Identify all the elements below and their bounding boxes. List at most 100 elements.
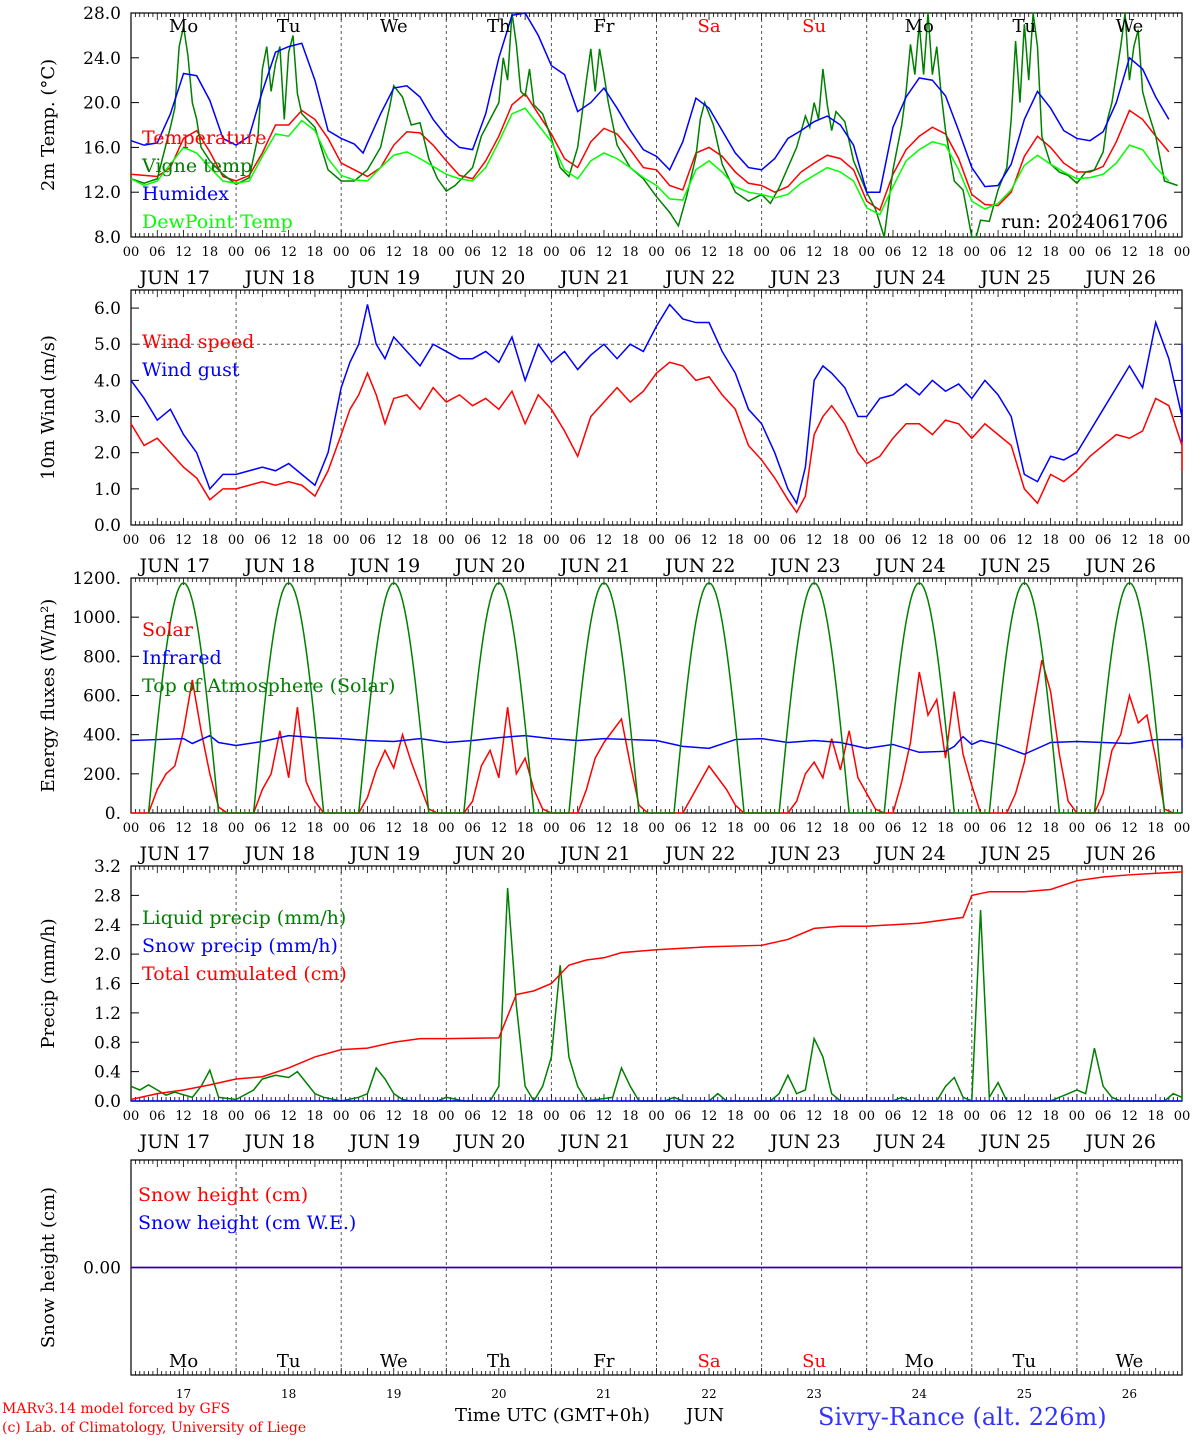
y-tick-label: 28.0 — [83, 4, 121, 24]
hour-label: 18 — [622, 1109, 639, 1124]
hour-label: 00 — [438, 1109, 455, 1124]
hour-label: 12 — [280, 533, 297, 548]
hour-label: 00 — [1069, 1109, 1086, 1124]
credit-line-2: (c) Lab. of Climatology, University of L… — [2, 1420, 307, 1436]
hour-label: 00 — [438, 533, 455, 548]
date-label: JUN 24 — [873, 555, 945, 577]
hour-label: 18 — [307, 245, 324, 260]
y-tick-label: 0.00 — [83, 1259, 121, 1279]
date-label: JUN 17 — [138, 555, 210, 577]
y-tick-label: 1.6 — [94, 975, 121, 995]
hour-label: 18 — [412, 821, 429, 836]
hour-label: 12 — [806, 245, 823, 260]
day-number: 22 — [701, 1387, 716, 1401]
hour-label: 00 — [648, 821, 665, 836]
hour-label: 00 — [543, 1109, 560, 1124]
hour-label: 18 — [517, 533, 534, 548]
hour-label: 18 — [307, 1109, 324, 1124]
hour-label: 00 — [1069, 245, 1086, 260]
hour-label: 12 — [385, 533, 402, 548]
hour-label: 12 — [1121, 533, 1138, 548]
hour-label: 12 — [491, 1109, 508, 1124]
hour-label: 18 — [1042, 1109, 1059, 1124]
hour-label: 06 — [1095, 1109, 1112, 1124]
date-label: JUN 22 — [663, 1131, 735, 1153]
hour-label: 06 — [569, 1109, 586, 1124]
hour-label: 06 — [149, 245, 166, 260]
day-name: Su — [802, 16, 826, 37]
legend-entry: Top of Atmosphere (Solar) — [142, 675, 395, 697]
y-tick-label: 2.0 — [94, 444, 121, 464]
hour-label: 06 — [1095, 821, 1112, 836]
day-name: Th — [487, 16, 511, 37]
date-label: JUN 17 — [138, 267, 210, 289]
date-label: JUN 18 — [243, 1131, 315, 1153]
date-label: JUN 21 — [558, 267, 630, 289]
hour-label: 18 — [412, 1109, 429, 1124]
hour-label: 00 — [858, 245, 875, 260]
y-tick-label: 0.4 — [94, 1063, 121, 1083]
hour-label: 12 — [911, 821, 928, 836]
date-label: JUN 23 — [768, 267, 840, 289]
hour-label: 00 — [753, 533, 770, 548]
hour-label: 18 — [517, 245, 534, 260]
hour-label: 00 — [543, 821, 560, 836]
hour-label: 06 — [885, 245, 902, 260]
date-label: JUN 19 — [348, 1131, 420, 1153]
hour-label: 00 — [228, 821, 245, 836]
day-number: 21 — [596, 1387, 611, 1401]
hour-label: 12 — [1121, 821, 1138, 836]
hour-label: 12 — [701, 245, 718, 260]
hour-label: 06 — [780, 245, 797, 260]
hour-label: 18 — [727, 1109, 744, 1124]
hour-label: 18 — [832, 533, 849, 548]
y-tick-label: 6.0 — [94, 299, 121, 319]
date-label: JUN 26 — [1083, 843, 1155, 865]
legend-entry: Snow height (cm) — [138, 1184, 308, 1206]
date-label: JUN 21 — [558, 1131, 630, 1153]
y-tick-label: 400. — [83, 726, 121, 746]
hour-label: 00 — [858, 1109, 875, 1124]
y-tick-label: 1200. — [72, 569, 121, 589]
hour-label: 12 — [596, 533, 613, 548]
day-number: 18 — [281, 1387, 296, 1401]
hour-label: 06 — [569, 533, 586, 548]
hour-label: 06 — [149, 1109, 166, 1124]
hour-label: 00 — [648, 245, 665, 260]
hour-label: 00 — [1069, 821, 1086, 836]
hour-label: 18 — [727, 821, 744, 836]
date-label: JUN 25 — [978, 555, 1050, 577]
legend-entry: Vigne temp — [141, 155, 252, 177]
legend-entry: Snow precip (mm/h) — [142, 935, 338, 957]
hour-label: 06 — [780, 533, 797, 548]
hour-label: 12 — [596, 821, 613, 836]
hour-label: 18 — [832, 245, 849, 260]
y-tick-label: 2.8 — [94, 886, 121, 906]
hour-label: 18 — [937, 245, 954, 260]
y-tick-label: 600. — [83, 687, 121, 707]
date-label: JUN 22 — [663, 555, 735, 577]
footer-x-label: Time UTC (GMT+0h) — [455, 1405, 650, 1426]
hour-label: 18 — [412, 533, 429, 548]
day-name: Mo — [169, 1351, 198, 1372]
date-label: JUN 22 — [663, 843, 735, 865]
date-label: JUN 26 — [1083, 555, 1155, 577]
hour-label: 12 — [491, 245, 508, 260]
day-name: We — [1116, 16, 1144, 37]
hour-label: 00 — [543, 245, 560, 260]
hour-label: 00 — [964, 245, 981, 260]
date-label: JUN 18 — [243, 555, 315, 577]
hour-label: 00 — [1174, 1109, 1191, 1124]
y-tick-label: 12.0 — [83, 183, 121, 203]
day-name: Mo — [905, 16, 934, 37]
hour-label: 00 — [753, 1109, 770, 1124]
hour-label: 18 — [412, 245, 429, 260]
hour-label: 00 — [228, 1109, 245, 1124]
hour-label: 18 — [1147, 245, 1164, 260]
hour-label: 00 — [648, 1109, 665, 1124]
day-number: 26 — [1122, 1387, 1137, 1401]
y-tick-label: 24.0 — [83, 49, 121, 69]
y-axis-label: Precip (mm/h) — [38, 918, 59, 1048]
hour-label: 12 — [701, 821, 718, 836]
hour-label: 06 — [569, 245, 586, 260]
